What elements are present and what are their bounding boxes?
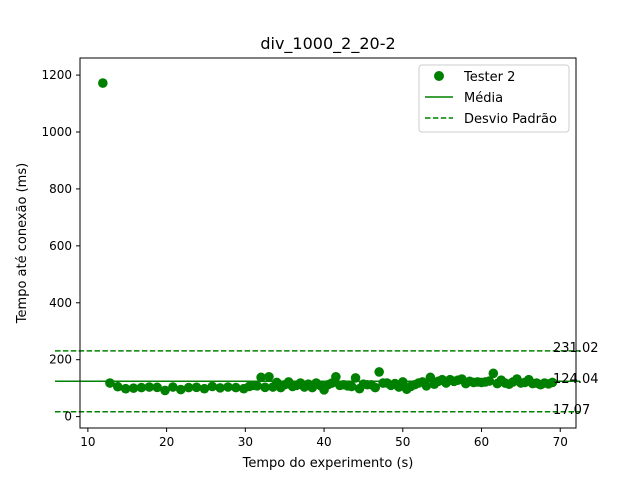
x-tick-label: 20 [159,435,174,449]
x-tick-label: 10 [80,435,95,449]
mean-label: 124.04 [553,372,599,387]
axes-ticks: 10 20 30 40 50 60 70 0 200 400 600 800 1000 1200 [41,68,567,449]
legend-marker-tester [434,71,444,81]
data-point [488,368,499,379]
y-tick-label: 600 [49,239,72,253]
data-point [168,382,178,392]
data-point [175,384,186,395]
data-point [484,376,495,386]
data-point [421,381,432,391]
data-point [331,371,341,382]
data-point [231,382,241,393]
data-point [223,382,233,392]
data-point [191,382,202,393]
upper-std-label: 231.02 [553,341,599,356]
chart-title: div_1000_2_20-2 [260,34,395,54]
data-point [256,372,266,383]
legend-box [418,64,570,133]
y-axis-label: Tempo até conexão (ms) [15,163,30,324]
data-point [120,383,131,394]
data-point [346,381,357,392]
data-point [105,378,115,388]
y-tick-label: 1000 [41,125,72,139]
y-tick-label: 1200 [41,68,72,82]
data-point [547,377,558,388]
data-point [350,373,361,383]
data-point [215,383,225,393]
y-tick-label: 400 [49,296,72,310]
plot-frame [79,57,577,429]
data-point [207,381,218,392]
data-point [397,377,408,387]
x-tick-label: 40 [316,435,331,449]
data-point [374,367,384,377]
x-tick-label: 50 [395,435,410,449]
data-point [264,371,274,382]
legend-label-mean: Média [464,91,503,106]
data-point [160,385,170,396]
x-axis-label: Tempo do experimento (s) [242,456,414,471]
legend-label-tester: Tester 2 [463,70,515,85]
data-point [152,382,162,393]
legend: Tester 2 Média Desvio Padrão [418,64,570,133]
y-tick-label: 200 [49,353,72,367]
data-point [252,381,262,391]
data-point [199,383,210,394]
x-tick-label: 70 [553,435,568,449]
data-point [183,382,194,393]
x-tick-label: 30 [238,435,253,449]
data-point [144,382,155,392]
data-point [370,382,381,393]
plot-area [55,78,580,413]
y-tick-label: 0 [64,410,72,424]
data-point [128,383,139,393]
legend-label-std: Desvio Padrão [464,112,557,127]
x-tick-label: 60 [474,435,489,449]
data-point [260,382,270,393]
y-tick-label: 800 [49,182,72,196]
lower-std-label: 17.07 [553,403,590,418]
data-point [98,78,108,88]
data-point [136,382,147,393]
data-point [112,381,123,392]
